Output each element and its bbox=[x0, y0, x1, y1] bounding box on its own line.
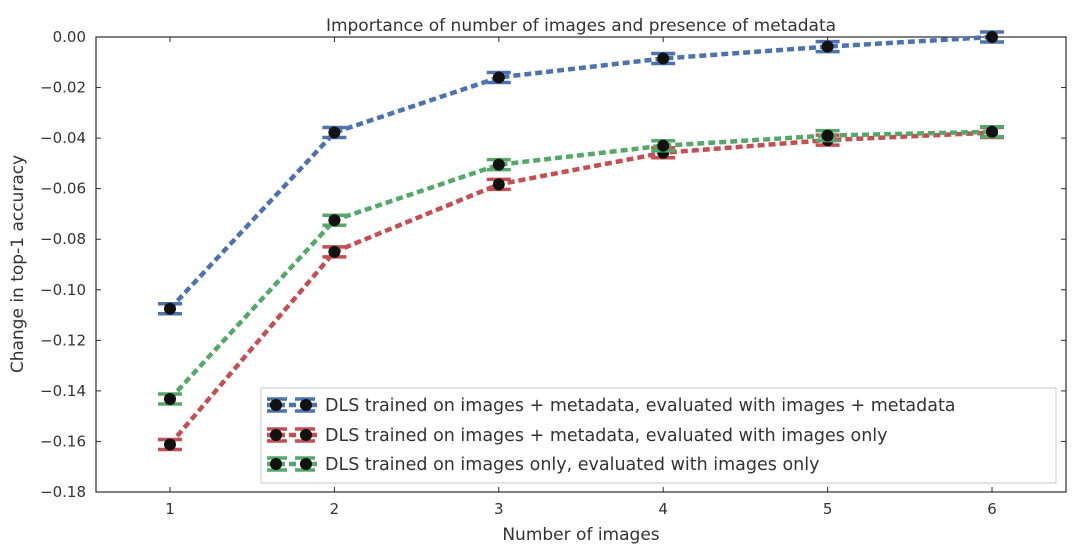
x-tick-label: 6 bbox=[987, 500, 997, 518]
data-point bbox=[492, 158, 505, 171]
y-tick-label: 0.00 bbox=[53, 28, 86, 46]
data-point bbox=[986, 31, 999, 43]
legend-label: DLS trained on images + metadata, evalua… bbox=[325, 396, 956, 416]
data-point bbox=[328, 214, 341, 227]
legend: DLS trained on images + metadata, evalua… bbox=[260, 387, 1057, 484]
series-line bbox=[168, 34, 993, 311]
data-point bbox=[492, 71, 505, 84]
x-tick-label: 2 bbox=[330, 500, 340, 518]
y-tick-label: −0.02 bbox=[40, 79, 86, 97]
data-point bbox=[328, 126, 341, 139]
legend-entry-2: DLS trained on images + metadata, evalua… bbox=[267, 426, 888, 446]
legend-marker bbox=[300, 458, 312, 470]
y-tick-label: −0.18 bbox=[40, 483, 86, 501]
series-1 bbox=[157, 30, 1005, 316]
legend-marker bbox=[270, 399, 282, 411]
y-tick-label: −0.06 bbox=[40, 180, 86, 198]
axes: 0.00 −0.02 −0.04 −0.06 −0.08 −0.10 −0.12 −0.14 −… bbox=[40, 28, 1067, 518]
data-point bbox=[163, 302, 176, 315]
series-line bbox=[168, 130, 993, 446]
series-layer bbox=[157, 30, 1005, 452]
plot-frame bbox=[95, 36, 1067, 493]
data-point bbox=[986, 125, 999, 138]
legend-entry-3: DLS trained on images only, evaluated wi… bbox=[267, 455, 819, 475]
legend-marker bbox=[300, 429, 312, 441]
legend-box bbox=[260, 387, 1057, 484]
legend-marker bbox=[270, 429, 282, 441]
x-axis-label: Number of images bbox=[502, 525, 659, 545]
data-point bbox=[163, 438, 176, 451]
data-point bbox=[821, 129, 834, 142]
x-tick-label: 3 bbox=[494, 500, 504, 518]
legend-marker bbox=[270, 458, 282, 470]
series-line bbox=[168, 129, 993, 401]
legend-label: DLS trained on images only, evaluated wi… bbox=[325, 455, 819, 475]
data-point bbox=[328, 245, 341, 258]
legend-marker bbox=[300, 399, 312, 411]
data-point bbox=[657, 139, 670, 152]
x-tick-label: 4 bbox=[658, 500, 668, 518]
y-tick-label: −0.10 bbox=[40, 281, 86, 299]
y-tick-label: −0.12 bbox=[40, 331, 86, 349]
y-tick-label: −0.08 bbox=[40, 230, 86, 248]
legend-label: DLS trained on images + metadata, evalua… bbox=[325, 426, 888, 446]
data-point bbox=[821, 40, 834, 53]
x-tick-label: 5 bbox=[823, 500, 833, 518]
data-point bbox=[163, 392, 176, 405]
data-point bbox=[492, 178, 505, 191]
y-tick-label: −0.16 bbox=[40, 432, 86, 450]
data-point bbox=[657, 52, 670, 65]
y-tick-label: −0.14 bbox=[40, 382, 86, 400]
legend-entry-1: DLS trained on images + metadata, evalua… bbox=[267, 396, 956, 416]
y-axis-label: Change in top-1 accuracy bbox=[8, 155, 28, 373]
series-3 bbox=[157, 125, 1005, 406]
x-tick-label: 1 bbox=[165, 500, 175, 518]
y-tick-label: −0.04 bbox=[40, 129, 86, 147]
chart-title: Importance of number of images and prese… bbox=[326, 16, 836, 36]
